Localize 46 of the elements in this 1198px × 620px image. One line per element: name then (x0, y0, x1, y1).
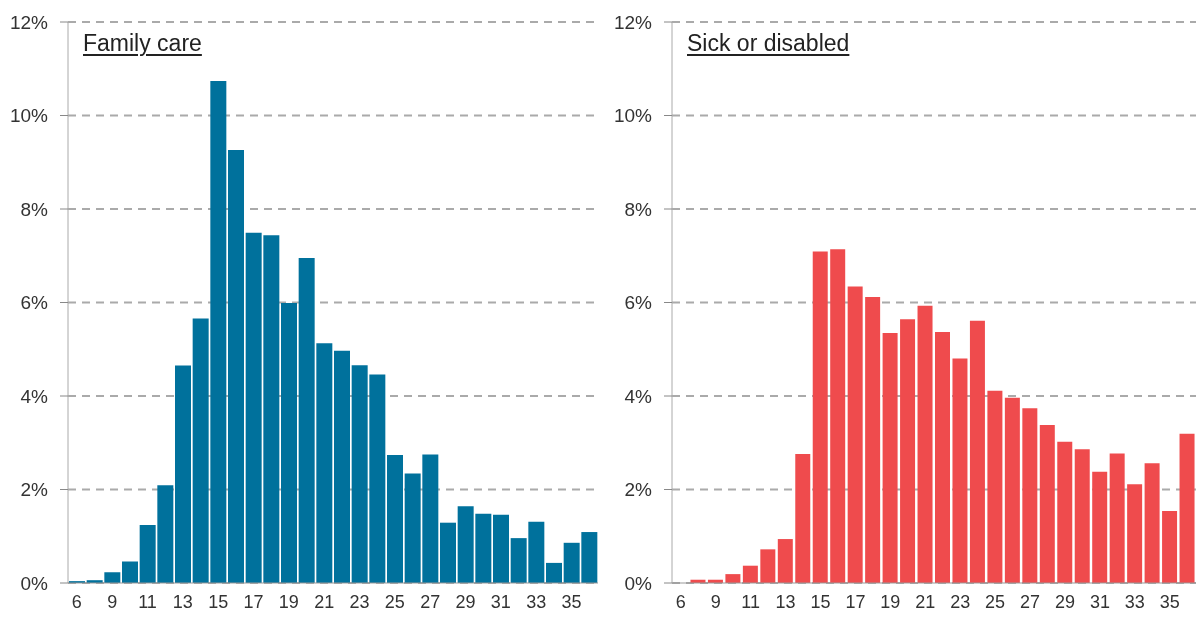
x-tick-label: 13 (775, 591, 796, 612)
y-tick-label: 2% (20, 479, 49, 501)
x-tick-label: 33 (526, 591, 547, 612)
y-tick-label: 12% (9, 11, 49, 33)
x-tick-label: 31 (1089, 591, 1110, 612)
x-tick-label: 23 (950, 591, 971, 612)
x-tick-label: 19 (278, 591, 299, 612)
x-tick-label: 35 (1159, 591, 1180, 612)
x-tick-label: 6 (71, 591, 82, 612)
x-tick-label: 17 (243, 591, 264, 612)
y-tick-label: 4% (624, 385, 653, 407)
x-tick-label: 6 (675, 591, 686, 612)
x-tick-label: 21 (915, 591, 936, 612)
y-tick-label: 6% (624, 292, 653, 314)
x-tick-label: 15 (208, 591, 229, 612)
x-tick-label: 9 (107, 591, 118, 612)
x-tick-label: 27 (1020, 591, 1041, 612)
x-tick-label: 9 (710, 591, 721, 612)
x-tick-label: 19 (880, 591, 901, 612)
y-tick-label: 2% (624, 479, 653, 501)
x-tick-label: 11 (138, 591, 157, 612)
x-tick-label: 29 (1054, 591, 1076, 612)
x-tick-label: 17 (845, 591, 866, 612)
x-tick-label: 35 (561, 591, 582, 612)
x-tick-label: 25 (384, 591, 405, 612)
y-tick-label: 10% (613, 105, 653, 127)
y-tick-label: 6% (20, 292, 49, 314)
x-tick-label: 11 (741, 591, 760, 612)
x-tick-label: 27 (420, 591, 441, 612)
x-tick-label: 29 (455, 591, 476, 612)
x-tick-label: 15 (810, 591, 831, 612)
x-tick-label: 23 (349, 591, 370, 612)
y-tick-label: 10% (9, 105, 49, 127)
x-tick-label: 21 (314, 591, 335, 612)
y-tick-label: 8% (624, 198, 653, 220)
x-tick-label: 25 (985, 591, 1006, 612)
chart-title: Family care (83, 30, 202, 57)
x-tick-label: 33 (1124, 591, 1145, 612)
chart-title: Sick or disabled (687, 30, 850, 57)
x-tick-label: 31 (490, 591, 511, 612)
y-tick-label: 0% (624, 572, 653, 594)
y-tick-label: 8% (20, 198, 49, 220)
y-tick-label: 4% (20, 385, 49, 407)
y-tick-label: 0% (20, 572, 49, 594)
x-tick-label: 13 (172, 591, 193, 612)
y-tick-label: 12% (613, 11, 653, 33)
